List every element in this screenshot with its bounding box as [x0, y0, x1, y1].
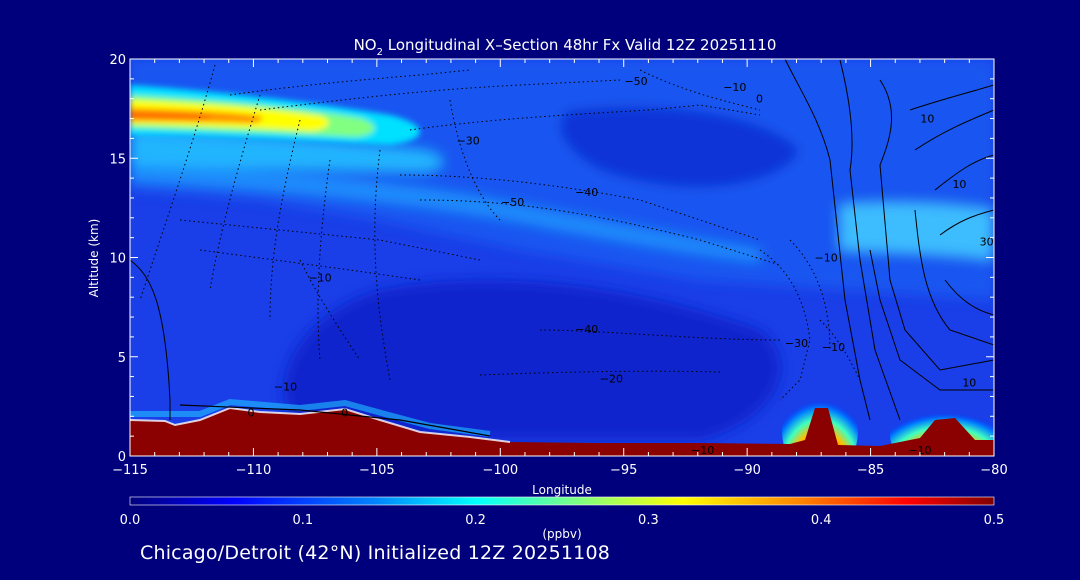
contour-label: 0 — [247, 406, 254, 419]
contour-label: −10 — [723, 81, 746, 94]
x-tick-label: −90 — [733, 463, 760, 478]
x-tick-label: −100 — [482, 463, 518, 478]
contour-line — [399, 174, 761, 241]
contour-label: −30 — [457, 134, 480, 147]
x-tick-label: −110 — [236, 463, 272, 478]
terrain-edge — [130, 406, 511, 443]
contour-label: −10 — [308, 271, 331, 284]
x-tick-label: −95 — [610, 463, 637, 478]
contour-line — [409, 104, 761, 131]
y-tick-label: 0 — [118, 450, 126, 465]
x-axis-title: Longitude — [532, 483, 592, 497]
contour-line — [199, 249, 421, 281]
x-tick-label: −105 — [359, 463, 395, 478]
contour-labels: −50 −10 −30 −40 −50 −10 −40 −20 −10 −10 −30 −10 −10 −… — [247, 75, 994, 457]
colorbar-tick-label: 0.4 — [811, 513, 832, 528]
y-tick-label: 20 — [109, 53, 126, 68]
contour-line — [789, 239, 831, 351]
contour-dotted — [139, 64, 861, 401]
field-region-upper-dark — [560, 106, 800, 188]
contour-line — [419, 199, 781, 266]
contour-lines — [130, 59, 994, 437]
contour-label: −10 — [908, 444, 931, 457]
contour-line — [639, 69, 761, 111]
contour-label: −40 — [575, 323, 598, 336]
contour-label: −30 — [785, 337, 808, 350]
contour-label: −10 — [822, 341, 845, 354]
chart-title: NO2 Longitudinal X–Section 48hr Fx Valid… — [354, 36, 777, 58]
contour-label: 0 — [756, 93, 763, 106]
contour-line — [317, 159, 331, 361]
contour-line — [259, 79, 621, 111]
contour-label: −50 — [624, 75, 647, 88]
contour-label: 10 — [962, 377, 976, 390]
contour-line — [299, 259, 361, 361]
colorbar-tick-label: 0.2 — [465, 513, 486, 528]
contour-line — [229, 69, 471, 96]
contour-line — [879, 79, 994, 371]
contour-label: 10 — [920, 113, 934, 126]
contour-label: −10 — [691, 444, 714, 457]
colorbar-tick-label: 0.3 — [638, 513, 659, 528]
field-band-mid — [130, 160, 760, 262]
contour-line — [130, 259, 171, 420]
footer-caption: Chicago/Detroit (42°N) Initialized 12Z 2… — [140, 542, 611, 564]
contour-line — [449, 99, 501, 221]
contour-label: 0 — [341, 406, 348, 419]
y-tick-label: 15 — [109, 152, 126, 167]
plot-area: −50 −10 −30 −40 −50 −10 −40 −20 −10 −10 −30 −10 −10 −… — [130, 59, 994, 457]
contour-label: −10 — [274, 381, 297, 394]
contour-label: −50 — [501, 196, 524, 209]
x-tick-label: −80 — [980, 463, 1007, 478]
field-band-second — [130, 130, 443, 172]
contour-label: 10 — [952, 178, 966, 191]
y-axis: 0 5 10 15 20 — [109, 53, 994, 465]
surface-terrain — [130, 408, 994, 456]
contour-line — [869, 249, 994, 391]
colorbar-frame — [129, 496, 995, 506]
contour-line — [934, 154, 994, 236]
contour-label: 30 — [980, 236, 994, 249]
y-tick-label: 5 — [118, 351, 126, 366]
colorbar-tick-label: 0.5 — [984, 513, 1005, 528]
contour-label: −10 — [815, 252, 838, 265]
contour-line — [839, 59, 901, 421]
contour-line — [759, 249, 811, 401]
contour-line — [909, 84, 994, 151]
y-axis-title: Altitude (km) — [87, 219, 101, 298]
x-axis: −115 −110 −105 −100 −95 −90 −85 −80 — [112, 59, 1008, 478]
x-tick-label: −85 — [857, 463, 884, 478]
y-tick-label: 10 — [109, 252, 126, 267]
plume-peak — [130, 112, 211, 120]
contour-line — [179, 404, 491, 437]
field-region-mid-dark — [284, 280, 780, 440]
contour-line — [944, 279, 994, 316]
contour-line — [269, 119, 301, 321]
colorbar-tick-label: 0.1 — [292, 513, 313, 528]
colorbar-tick-label: 0.0 — [120, 513, 141, 528]
contour-line — [914, 209, 994, 346]
contour-label: −40 — [575, 186, 598, 199]
contour-line — [139, 64, 216, 301]
contour-line — [539, 329, 781, 341]
colorbar — [130, 497, 994, 505]
x-tick-label: −115 — [112, 463, 148, 478]
colorbar-label: (ppbv) — [542, 527, 581, 541]
contour-label: −20 — [600, 373, 623, 386]
colorbar-ticks: 0.0 0.1 0.2 0.3 0.4 0.5 — [120, 513, 1005, 528]
contour-line — [784, 59, 871, 421]
